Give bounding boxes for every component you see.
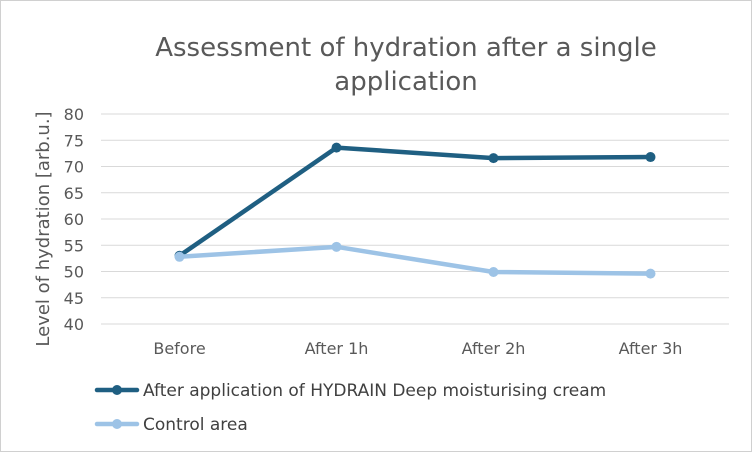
gridlines (101, 113, 729, 325)
legend-marker-1 (112, 385, 122, 395)
y-tick-label: 70 (64, 158, 84, 177)
legend-label-2: Control area (143, 415, 248, 435)
series-1-point (331, 142, 342, 153)
series-2-point (488, 267, 499, 278)
y-tick-label: 55 (64, 236, 84, 255)
series-1-point (645, 152, 656, 163)
legend-label-1: After application of HYDRAIN Deep moistu… (143, 381, 606, 401)
series-2-point (174, 251, 185, 262)
x-tick-label: After 1h (305, 339, 369, 358)
series-1-point (488, 153, 499, 164)
y-tick-label: 60 (64, 210, 84, 229)
x-tick-label: After 2h (462, 339, 526, 358)
series-line-2 (177, 244, 653, 276)
series-2-point (645, 268, 656, 279)
legend: After application of HYDRAIN Deep moistu… (94, 381, 606, 435)
series-2-point (331, 241, 342, 252)
x-tick-labels: Before After 1h After 2h After 3h (153, 339, 682, 358)
y-tick-labels: 40 45 50 55 60 65 70 75 80 (64, 105, 84, 334)
y-tick-label: 45 (64, 289, 84, 308)
series-line-1 (177, 145, 653, 258)
series-lines (174, 142, 656, 279)
y-tick-label: 40 (64, 315, 84, 334)
x-tick-label: After 3h (619, 339, 683, 358)
y-tick-label: 80 (64, 105, 84, 124)
x-tick-label: Before (153, 339, 205, 358)
legend-marker-2 (112, 419, 122, 429)
chart-title-line-2: application (334, 67, 477, 97)
y-axis-label: Level of hydration [arb.u.] (33, 111, 54, 346)
y-tick-label: 65 (64, 184, 84, 203)
y-tick-label: 50 (64, 263, 84, 282)
chart-title-line-1: Assessment of hydration after a single (155, 33, 657, 63)
y-tick-label: 75 (64, 131, 84, 150)
